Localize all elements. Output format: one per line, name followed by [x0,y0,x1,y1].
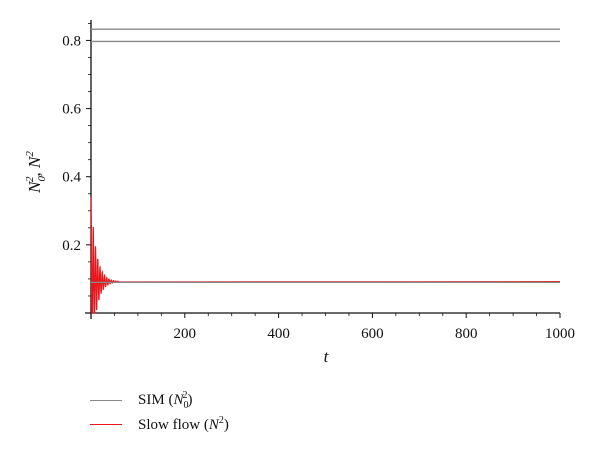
x-tick-label: 800 [455,326,478,342]
legend-item-slow-flow: Slow flow (N2) [90,412,229,436]
x-tick-label: 600 [361,326,384,342]
axes: 200 400 600 800 1000 0.2 0.4 0.6 0.8 [62,20,575,342]
legend-label-slow-flow: Slow flow (N2) [138,414,229,433]
legend-swatch-sim [90,399,122,401]
x-axis-title: t [324,347,330,366]
legend: SIM (N02) Slow flow (N2) [90,388,229,436]
x-tick-label: 200 [174,326,197,342]
chart-canvas: 200 400 600 800 1000 0.2 0.4 0.6 0.8 N02, N2 t [24,20,575,366]
legend-label-sim: SIM (N02) [138,389,193,411]
series-group [90,28,561,314]
x-tick-label: 400 [267,326,290,342]
series-line-2 [90,197,561,314]
y-axis-title: N02, N2 [24,151,48,194]
legend-item-sim: SIM (N02) [90,388,229,412]
y-tick-label: 0.8 [62,33,81,49]
y-tick-label: 0.6 [62,102,81,118]
y-axis-title-n0: N [25,180,44,194]
legend-swatch-slow-flow [90,423,122,425]
y-tick-label: 0.2 [62,238,81,254]
y-tick-label: 0.4 [62,170,81,186]
x-tick-label: 1000 [545,326,575,342]
